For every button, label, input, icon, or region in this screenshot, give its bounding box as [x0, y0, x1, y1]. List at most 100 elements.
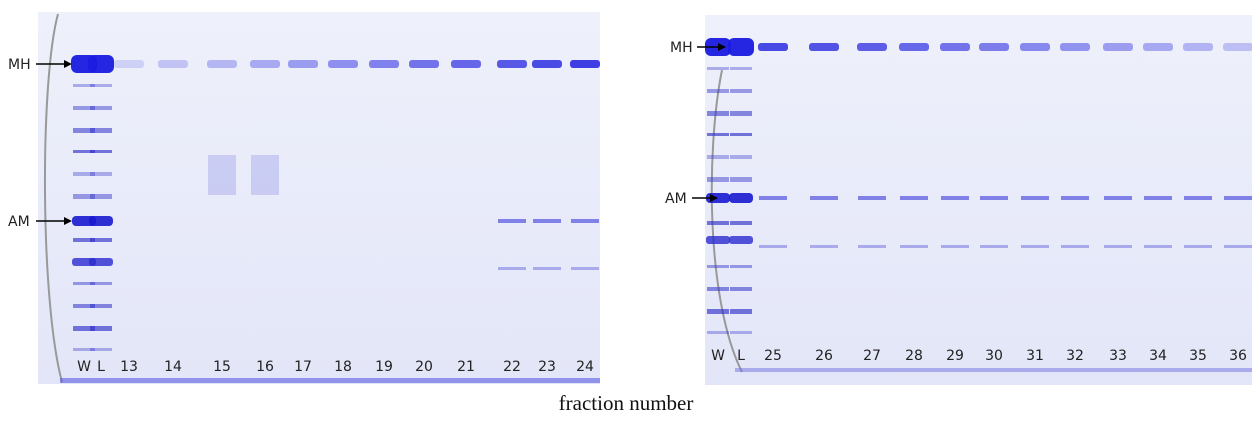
band	[707, 133, 729, 136]
lane-label: 13	[120, 359, 138, 375]
band	[533, 219, 561, 223]
band	[1104, 196, 1132, 200]
band	[73, 106, 95, 110]
band	[730, 155, 752, 159]
band	[533, 267, 561, 270]
band	[328, 60, 358, 68]
band	[707, 221, 729, 225]
band	[940, 43, 970, 51]
lane-label: 17	[294, 359, 312, 375]
band	[979, 43, 1009, 51]
lane-label: 27	[863, 348, 881, 364]
band	[941, 245, 969, 248]
band	[730, 265, 752, 268]
band	[1224, 196, 1252, 200]
band	[730, 309, 752, 314]
band	[570, 60, 600, 68]
band	[73, 84, 95, 87]
lane-label: 22	[503, 359, 521, 375]
band	[90, 84, 112, 87]
lane-label: 34	[1149, 348, 1167, 364]
arrow-head	[710, 194, 718, 202]
lane-label: 21	[457, 359, 475, 375]
band	[758, 43, 788, 51]
band	[73, 282, 95, 285]
band	[707, 177, 729, 182]
band	[707, 155, 729, 159]
band	[158, 60, 188, 68]
band	[409, 60, 439, 68]
lane-label: W	[711, 348, 725, 364]
band	[980, 196, 1008, 200]
band	[1144, 196, 1172, 200]
band	[706, 236, 730, 244]
band	[90, 172, 112, 176]
band	[707, 67, 729, 70]
band	[73, 150, 95, 153]
band	[707, 265, 729, 268]
marker-label: MH	[670, 40, 693, 56]
band	[1061, 196, 1089, 200]
band	[1183, 43, 1213, 51]
band	[90, 106, 112, 110]
band	[1144, 245, 1172, 248]
lane-label: 30	[985, 348, 1003, 364]
band	[90, 128, 112, 133]
lane-label: 23	[538, 359, 556, 375]
lane-label: 19	[375, 359, 393, 375]
band	[707, 309, 729, 314]
lane-label: 26	[815, 348, 833, 364]
lane-label: 24	[576, 359, 594, 375]
band	[90, 282, 112, 285]
gel-left	[38, 12, 600, 384]
band	[451, 60, 481, 68]
band	[89, 258, 113, 266]
band	[980, 245, 1008, 248]
bands	[71, 38, 1252, 351]
band	[759, 245, 787, 248]
band	[90, 348, 112, 351]
band	[1224, 245, 1252, 248]
band	[90, 304, 112, 308]
lane-label: 33	[1109, 348, 1127, 364]
band	[1184, 196, 1212, 200]
lane-label: 25	[764, 348, 782, 364]
arrow-head	[64, 60, 72, 68]
band	[1184, 245, 1212, 248]
band	[1020, 43, 1050, 51]
band	[73, 194, 95, 199]
band	[90, 194, 112, 199]
band	[707, 111, 729, 116]
band	[1021, 245, 1049, 248]
band	[730, 89, 752, 93]
band	[730, 111, 752, 116]
band	[497, 60, 527, 68]
band	[730, 133, 752, 136]
band	[730, 331, 752, 334]
band	[899, 43, 929, 51]
band	[1104, 245, 1132, 248]
lane-label: 32	[1066, 348, 1084, 364]
band	[1143, 43, 1173, 51]
band	[369, 60, 399, 68]
lane-label: 14	[164, 359, 182, 375]
lane-label: 20	[415, 359, 433, 375]
band	[250, 60, 280, 68]
band	[1223, 43, 1252, 51]
band	[73, 326, 95, 331]
band	[730, 221, 752, 225]
band	[532, 60, 562, 68]
band	[857, 43, 887, 51]
arrow-head	[64, 217, 72, 225]
band	[90, 238, 112, 242]
dye-front	[735, 368, 1252, 372]
band	[730, 177, 752, 182]
band	[207, 60, 237, 68]
marker-label: AM	[665, 191, 687, 207]
band	[73, 238, 95, 242]
band	[73, 348, 95, 351]
band	[810, 245, 838, 248]
band	[900, 245, 928, 248]
band	[208, 155, 236, 195]
